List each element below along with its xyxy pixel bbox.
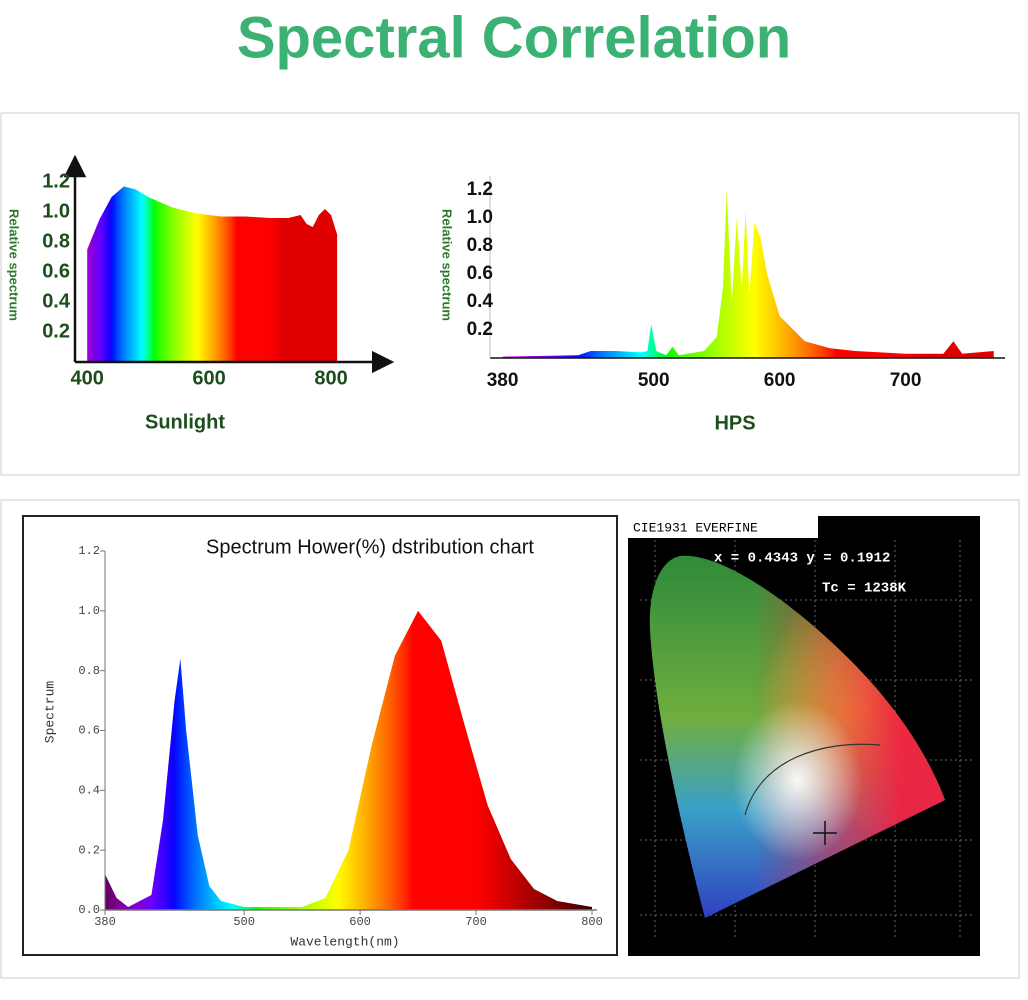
bottom-panel — [0, 499, 1020, 979]
x-tick-label: 600 — [192, 367, 225, 389]
chart: 0.2 0.4 0.6 0.8 1.0 1.2 380 500 600 700 Relative s… — [440, 176, 1005, 434]
y-tick-label: 0.4 — [467, 291, 494, 312]
x-tick-label: 500 — [638, 370, 670, 391]
x-axis-label: Sunlight — [145, 411, 225, 433]
page-title: Spectral Correlation — [237, 5, 791, 70]
x-tick-label: 800 — [581, 915, 603, 929]
cie-panel: CIE1931 EVERFINE x = 0.4343 y = 0.1912 T… — [628, 516, 980, 956]
cie-title: CIE1931 EVERFINE — [633, 520, 758, 535]
cie-color-temperature: Tc = 1238K — [822, 581, 907, 597]
y-tick-label: 0.4 — [78, 784, 100, 798]
x-tick-label: 600 — [349, 915, 371, 929]
y-tick-label: 0.2 — [467, 319, 493, 340]
x-axis-label: HPS — [714, 412, 755, 434]
y-tick-label: 1.0 — [78, 604, 100, 618]
spectrum-area — [502, 190, 994, 358]
x-tick-label: 400 — [71, 367, 104, 389]
y-tick-label: 0.6 — [467, 263, 493, 284]
y-tick-label: 0.8 — [42, 230, 70, 252]
y-tick-label: 1.0 — [467, 207, 493, 228]
top-panel — [0, 112, 1020, 476]
spectrum-area — [105, 610, 592, 910]
chart: 0.0 0.2 0.4 0.6 0.8 1.0 1.2 380 500 600 700 800 Spec… — [42, 536, 602, 949]
cie-horseshoe — [649, 555, 945, 918]
x-tick-label: 800 — [314, 367, 347, 389]
x-axis-label: Wavelength(nm) — [290, 934, 399, 949]
x-tick-label: 380 — [94, 915, 116, 929]
x-tick-label: 380 — [487, 370, 519, 391]
spectrum-area — [87, 186, 338, 362]
cie-coordinates: x = 0.4343 y = 0.1912 — [714, 551, 890, 567]
y-tick-label: 0.8 — [78, 664, 100, 678]
x-tick-label: 700 — [890, 370, 922, 391]
x-tick-label: 600 — [764, 370, 796, 391]
y-tick-label: 1.2 — [42, 170, 70, 192]
y-tick-label: 1.2 — [467, 179, 493, 200]
chart: 0.2 0.4 0.6 0.8 1.0 1.2 400 600 800 Relative spec… — [7, 154, 395, 433]
y-axis-label: Spectrum — [42, 681, 57, 744]
y-tick-label: 1.2 — [78, 544, 100, 558]
y-tick-label: 0.2 — [78, 843, 100, 857]
y-tick-label: 0.6 — [42, 260, 70, 282]
y-axis-label: Relative spectrum — [7, 209, 22, 321]
cie-title-bg — [628, 516, 818, 538]
y-tick-label: 0.6 — [78, 724, 100, 738]
y-axis-label: Relative spectrum — [440, 209, 455, 321]
y-tick-label: 0.2 — [42, 320, 70, 342]
x-tick-label: 700 — [465, 915, 487, 929]
chart-title: Spectrum Hower(%) dstribution chart — [206, 536, 534, 558]
y-tick-label: 1.0 — [42, 200, 70, 222]
chart-frame — [22, 515, 618, 956]
x-tick-label: 500 — [233, 915, 255, 929]
y-tick-label: 0.8 — [467, 235, 493, 256]
y-tick-label: 0.4 — [42, 290, 71, 312]
y-tick-label: 0.0 — [78, 903, 100, 917]
